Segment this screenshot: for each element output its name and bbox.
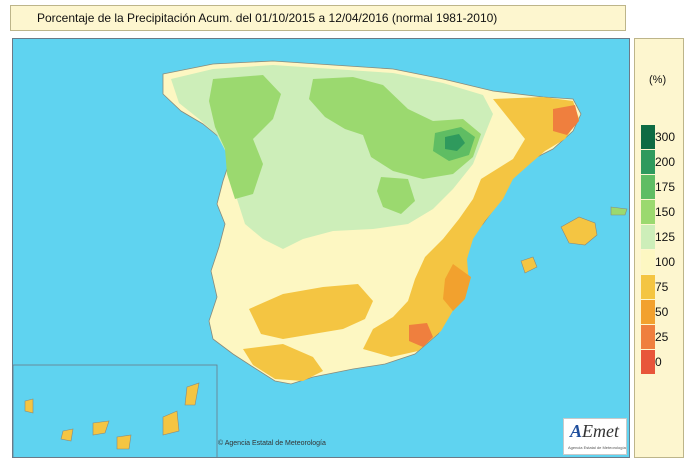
copyright-notice: © Agencia Estatal de Meteorología [218, 440, 326, 447]
legend-swatch-125 [641, 225, 655, 249]
legend-label-100: 100 [655, 255, 676, 269]
legend-label-175: 175 [655, 180, 676, 194]
zone-150-east [377, 177, 415, 214]
balearic-mallorca [560, 216, 598, 246]
legend-swatch-25 [641, 325, 655, 349]
zone-200 [445, 134, 465, 151]
legend-unit: (%) [649, 74, 667, 86]
balearic-menorca [610, 206, 628, 216]
legend: (%) 300 200 175 150 125 100 75 50 25 0 [634, 38, 684, 458]
balearic-ibiza [520, 256, 538, 274]
legend-swatch-175 [641, 175, 655, 199]
legend-swatch-75 [641, 275, 655, 299]
title-bar: Porcentaje de la Precipitación Acum. del… [10, 5, 626, 31]
logo-accent: A [570, 421, 583, 441]
legend-label-300: 300 [655, 130, 676, 144]
aemet-logo: AEmet Agencia Estatal de Meteorología [563, 418, 627, 455]
zone-150-west [209, 75, 281, 199]
legend-swatch-100 [641, 250, 655, 274]
zone-50-northeast [553, 105, 579, 135]
legend-swatch-200 [641, 150, 655, 174]
legend-label-75: 75 [655, 280, 669, 294]
zone-75-east [363, 97, 579, 357]
zone-25-southeast [409, 323, 433, 347]
legend-label-150: 150 [655, 205, 676, 219]
legend-swatch-150 [641, 200, 655, 224]
logo-text: AEmet [570, 421, 619, 442]
canary-islands [24, 382, 200, 450]
legend-label-0: 0 [655, 355, 662, 369]
legend-label-125: 125 [655, 230, 676, 244]
zone-75-southwest [243, 344, 323, 381]
legend-swatch-300 [641, 125, 655, 149]
map-canvas [13, 60, 628, 457]
zone-75-south [249, 284, 373, 339]
logo-subtitle: Agencia Estatal de Meteorología [568, 445, 626, 450]
zone-50-east [443, 264, 471, 311]
legend-label-50: 50 [655, 305, 669, 319]
logo-rest: Emet [582, 421, 619, 441]
map-title: Porcentaje de la Precipitación Acum. del… [37, 11, 498, 25]
precipitation-map [12, 38, 630, 458]
legend-label-200: 200 [655, 155, 676, 169]
legend-swatch-50 [641, 300, 655, 324]
canary-inset-frame [13, 364, 218, 457]
legend-swatch-0 [641, 350, 655, 374]
legend-label-25: 25 [655, 330, 669, 344]
